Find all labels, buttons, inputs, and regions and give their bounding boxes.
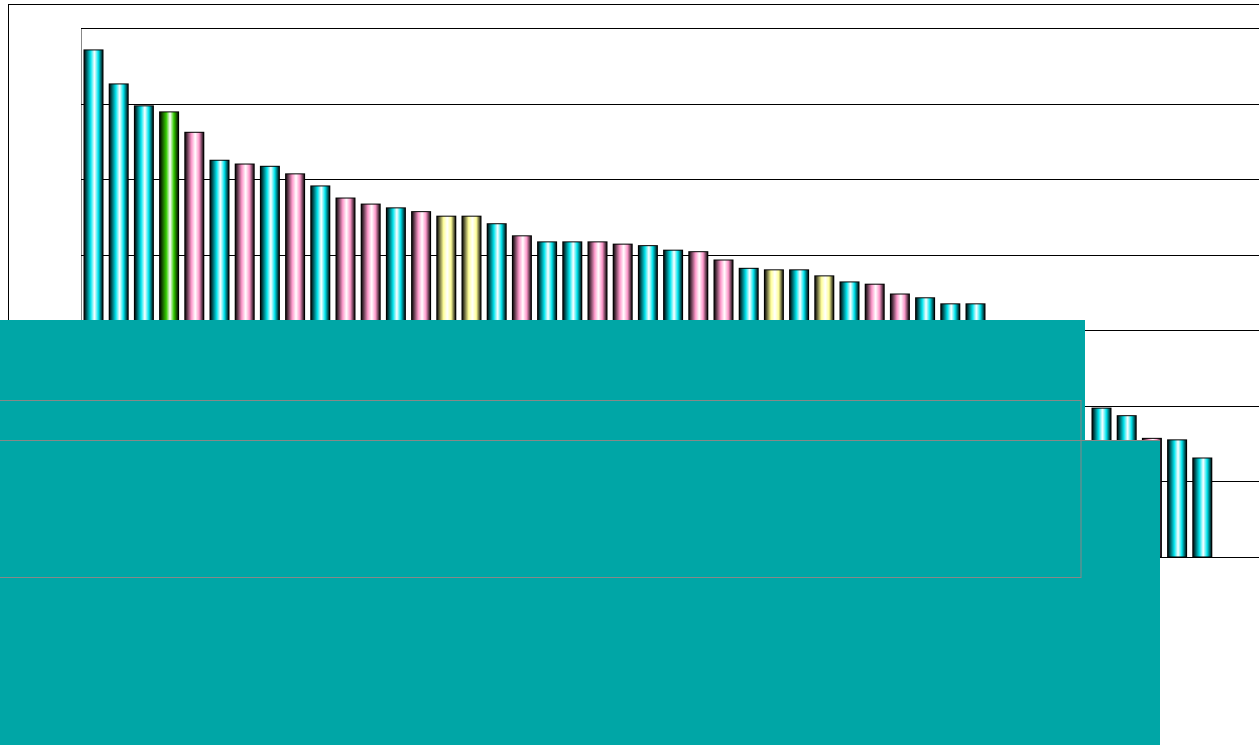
- bar: [1167, 439, 1188, 558]
- overlay-outline: [0, 400, 1082, 578]
- overlay-panel: [0, 440, 1160, 745]
- bar: [1192, 457, 1213, 558]
- overlay-panel: [0, 320, 1085, 445]
- overlay-panels: [0, 320, 1160, 745]
